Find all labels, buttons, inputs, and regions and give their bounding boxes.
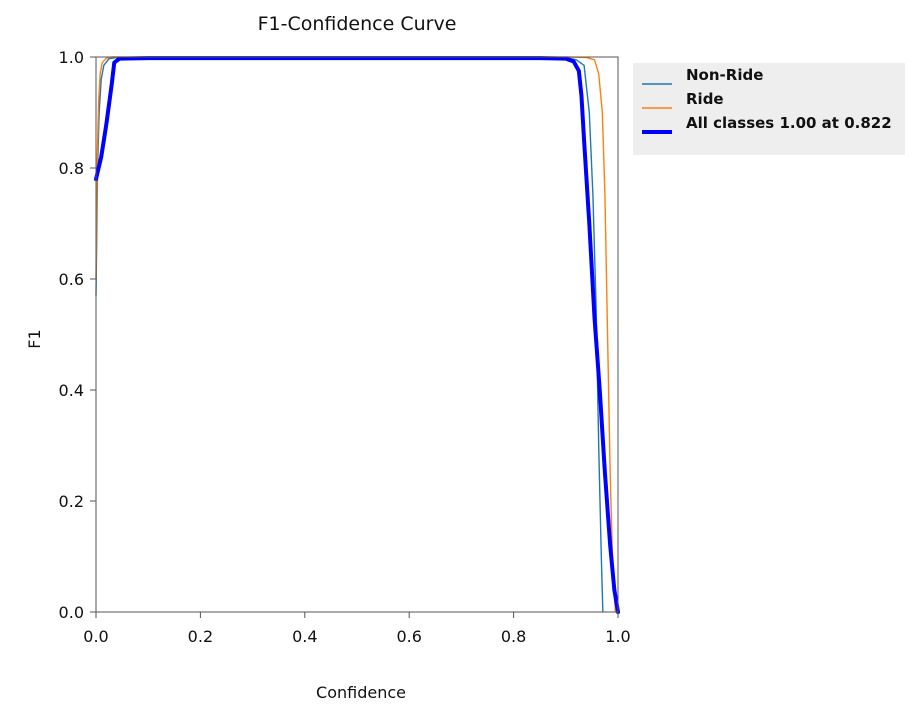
x-tick-label: 0.2 — [188, 627, 213, 646]
legend-background — [633, 63, 905, 155]
x-axis-label: Confidence — [316, 683, 406, 702]
series-line-2 — [94, 56, 620, 614]
y-tick-label: 0.6 — [59, 270, 84, 289]
plot-frame — [95, 56, 619, 613]
y-tick-label: 1.0 — [59, 48, 84, 67]
y-axis-ticks: 0.0 0.2 0.4 0.6 0.8 1.0 — [59, 48, 96, 622]
series-line-1 — [95, 56, 617, 613]
y-tick-label: 0.2 — [59, 492, 84, 511]
legend-label: Non-Ride — [686, 66, 763, 84]
y-tick-label: 0.8 — [59, 159, 84, 178]
x-tick-label: 0.0 — [83, 627, 108, 646]
legend-label: All classes 1.00 at 0.822 — [686, 114, 892, 132]
x-tick-label: 0.4 — [292, 627, 317, 646]
series-lines — [94, 56, 620, 614]
y-tick-label: 0.4 — [59, 381, 84, 400]
y-tick-label: 0.0 — [59, 603, 84, 622]
chart-title: F1-Confidence Curve — [258, 13, 457, 35]
legend: Non-Ride Ride All classes 1.00 at 0.822 — [633, 63, 905, 155]
x-tick-label: 0.6 — [396, 627, 421, 646]
legend-label: Ride — [686, 90, 724, 108]
y-axis-label: F1 — [25, 329, 44, 348]
x-tick-label: 1.0 — [605, 627, 630, 646]
x-axis-ticks: 0.0 0.2 0.4 0.6 0.8 1.0 — [83, 612, 631, 646]
x-tick-label: 0.8 — [501, 627, 526, 646]
series-line-0 — [95, 56, 604, 613]
